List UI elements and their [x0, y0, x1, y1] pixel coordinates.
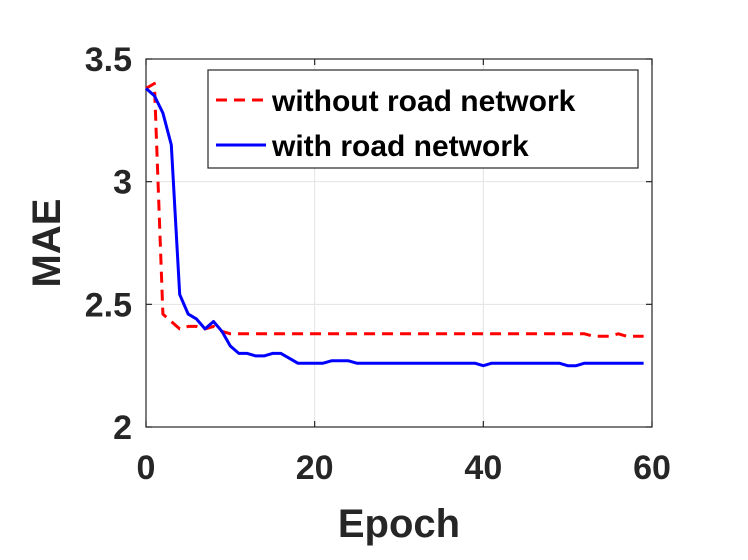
- plot-area-frame: [145, 58, 653, 428]
- y-tick-label: 3.5: [85, 41, 132, 79]
- y-axis-title: MAE: [25, 199, 69, 288]
- x-tick-label: 0: [137, 449, 156, 487]
- y-tick-label: 3: [113, 164, 132, 202]
- x-axis-title: Epoch: [338, 502, 460, 546]
- y-tick-label: 2: [113, 409, 132, 447]
- x-tick-label: 20: [296, 449, 334, 487]
- legend-box: [207, 69, 639, 169]
- series-layer: [145, 82, 644, 368]
- tick-labels: 0 20 40 60 2 2.5 3 3.5: [85, 41, 671, 487]
- x-tick-label: 60: [633, 449, 671, 487]
- legend-label-with-road-network: with road network: [271, 130, 529, 163]
- series-line-without-road-network: [145, 82, 644, 338]
- legend-label-without-road-network: without road network: [271, 85, 576, 118]
- legend: without road network with road network: [207, 69, 639, 169]
- x-tick-label: 40: [464, 449, 502, 487]
- series-line-with-road-network: [145, 87, 644, 368]
- y-tick-label: 2.5: [85, 286, 132, 324]
